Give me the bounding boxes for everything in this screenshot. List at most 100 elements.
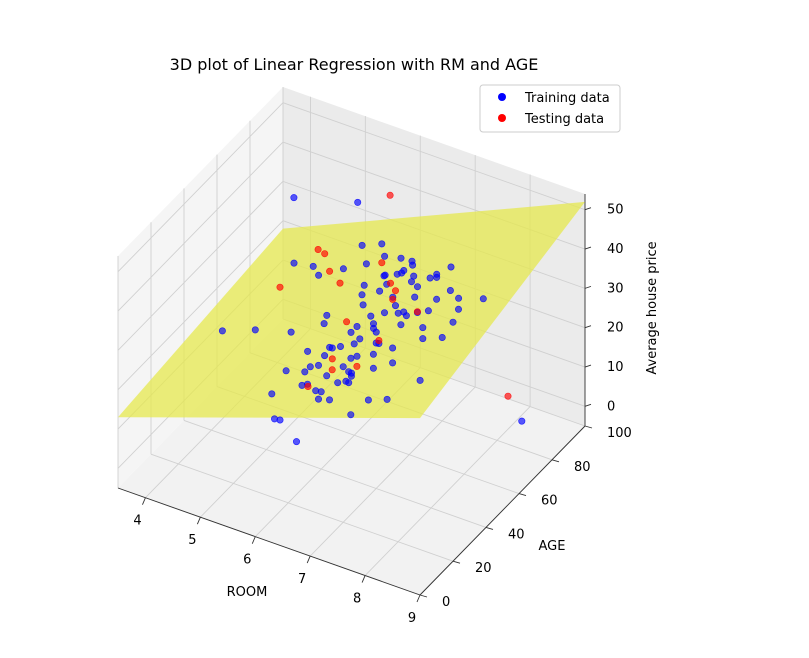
training-point: [411, 293, 419, 301]
testing-point: [375, 336, 383, 344]
testing-point: [326, 267, 334, 275]
training-point: [347, 328, 355, 336]
testing-point: [314, 246, 322, 254]
training-point: [268, 390, 276, 398]
chart-title: 3D plot of Linear Regression with RM and…: [170, 55, 539, 74]
training-point: [334, 379, 342, 387]
testing-point: [328, 355, 336, 363]
grid-line-x-floor: [364, 406, 531, 576]
training-point: [347, 354, 355, 362]
x-tick-label: 8: [353, 592, 361, 607]
training-point: [413, 283, 421, 291]
testing-point: [386, 191, 394, 199]
training-point: [408, 257, 416, 265]
training-point: [364, 396, 372, 404]
z-tick-mark: [584, 285, 592, 289]
training-point: [304, 347, 312, 355]
legend-label-testing: Testing data: [524, 112, 604, 127]
training-point: [358, 241, 366, 249]
training-point: [362, 260, 370, 268]
y-tick-mark: [419, 594, 428, 598]
training-point: [419, 324, 427, 332]
y-tick-label: 100: [607, 426, 632, 441]
testing-point: [321, 250, 329, 258]
testing-point: [343, 318, 351, 326]
x-axis-label: ROOM: [227, 585, 268, 600]
training-point: [369, 324, 377, 332]
y-tick-mark: [452, 560, 461, 564]
y-tick-label: 60: [541, 494, 558, 509]
grid-line-z-left: [117, 141, 284, 312]
training-point: [350, 340, 358, 348]
training-point: [317, 388, 325, 396]
testing-point: [336, 279, 344, 287]
training-point: [356, 335, 364, 343]
y-axis-label: AGE: [539, 539, 566, 554]
z-tick-mark: [584, 403, 592, 407]
training-point: [454, 305, 462, 313]
training-point: [358, 291, 366, 299]
x-tick-label: 6: [243, 553, 251, 568]
testing-point: [328, 366, 336, 374]
z-tick-mark: [584, 325, 592, 329]
training-point: [402, 312, 410, 320]
testing-point: [504, 392, 512, 400]
x-tick-mark: [251, 536, 256, 544]
training-point: [380, 272, 388, 280]
training-point: [282, 367, 290, 375]
training-point: [389, 359, 397, 367]
training-point: [353, 352, 361, 360]
y-axis-line: [419, 425, 586, 596]
x-tick-label: 9: [408, 611, 416, 626]
training-point: [394, 309, 402, 317]
training-point: [315, 271, 323, 279]
training-point: [380, 309, 388, 317]
z-tick-label: 20: [607, 321, 624, 336]
training-point: [339, 363, 347, 371]
z-tick-label: 50: [607, 203, 624, 218]
training-point: [323, 311, 331, 319]
training-point: [369, 364, 377, 372]
training-point: [359, 301, 367, 309]
training-point: [314, 395, 322, 403]
x-tick-mark: [142, 497, 146, 505]
training-point: [320, 320, 328, 328]
y-tick-label: 20: [475, 561, 492, 576]
training-point: [326, 343, 334, 351]
training-point: [325, 396, 333, 404]
training-point: [345, 379, 353, 387]
training-point: [426, 274, 434, 282]
testing-point: [378, 259, 386, 267]
training-point: [290, 259, 298, 267]
grid-line-z-left: [117, 220, 284, 391]
y-tick-mark: [551, 459, 560, 463]
training-point: [336, 342, 344, 350]
x-tick-mark: [196, 517, 201, 525]
training-point: [518, 417, 526, 425]
training-point: [378, 240, 386, 248]
training-point: [367, 312, 375, 320]
training-point: [360, 281, 368, 289]
training-point: [301, 368, 309, 376]
training-point: [383, 395, 391, 403]
training-point: [446, 286, 454, 294]
z-tick-mark: [584, 364, 592, 368]
y-tick-label: 40: [508, 527, 525, 542]
training-point: [433, 273, 441, 281]
training-point: [276, 416, 284, 424]
grid-line-y-floor: [183, 419, 487, 528]
training-point: [323, 372, 331, 380]
training-point: [407, 278, 415, 286]
training-point: [251, 326, 259, 334]
x-tick-mark: [361, 575, 366, 583]
legend-label-training: Training data: [524, 91, 610, 106]
grid-line-x-floor: [309, 386, 476, 557]
training-point: [353, 322, 361, 330]
training-point: [314, 361, 322, 369]
y-tick-mark: [518, 493, 527, 497]
training-point: [447, 263, 455, 271]
z-tick-label: 30: [607, 281, 624, 296]
x-axis-line: [117, 487, 421, 596]
x-tick-label: 7: [298, 572, 306, 587]
